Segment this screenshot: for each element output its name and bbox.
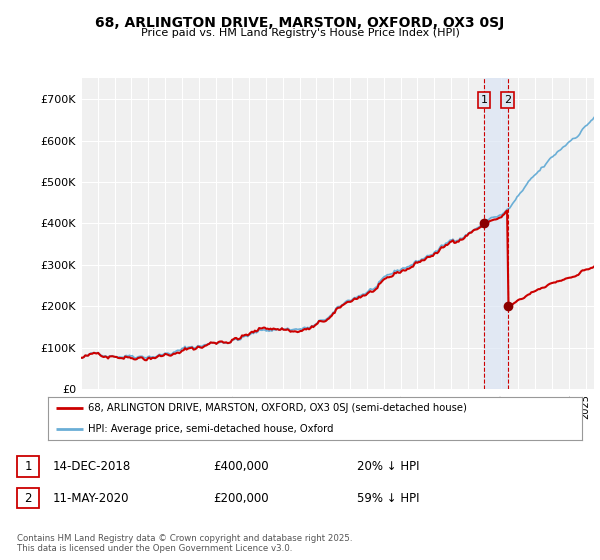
Text: HPI: Average price, semi-detached house, Oxford: HPI: Average price, semi-detached house,… xyxy=(88,423,334,433)
Text: £400,000: £400,000 xyxy=(213,460,269,473)
Text: 1: 1 xyxy=(25,460,32,473)
Text: 68, ARLINGTON DRIVE, MARSTON, OXFORD, OX3 0SJ: 68, ARLINGTON DRIVE, MARSTON, OXFORD, OX… xyxy=(95,16,505,30)
Text: 68, ARLINGTON DRIVE, MARSTON, OXFORD, OX3 0SJ (semi-detached house): 68, ARLINGTON DRIVE, MARSTON, OXFORD, OX… xyxy=(88,403,467,413)
Text: Price paid vs. HM Land Registry's House Price Index (HPI): Price paid vs. HM Land Registry's House … xyxy=(140,28,460,38)
Text: 59% ↓ HPI: 59% ↓ HPI xyxy=(357,492,419,505)
Text: 2: 2 xyxy=(504,95,511,105)
Text: 1: 1 xyxy=(481,95,487,105)
Text: 2: 2 xyxy=(25,492,32,505)
Text: 14-DEC-2018: 14-DEC-2018 xyxy=(52,460,130,473)
Text: £200,000: £200,000 xyxy=(213,492,269,505)
Text: 20% ↓ HPI: 20% ↓ HPI xyxy=(357,460,419,473)
Text: 11-MAY-2020: 11-MAY-2020 xyxy=(52,492,128,505)
Bar xyxy=(484,78,508,389)
Text: Contains HM Land Registry data © Crown copyright and database right 2025.
This d: Contains HM Land Registry data © Crown c… xyxy=(17,534,352,553)
